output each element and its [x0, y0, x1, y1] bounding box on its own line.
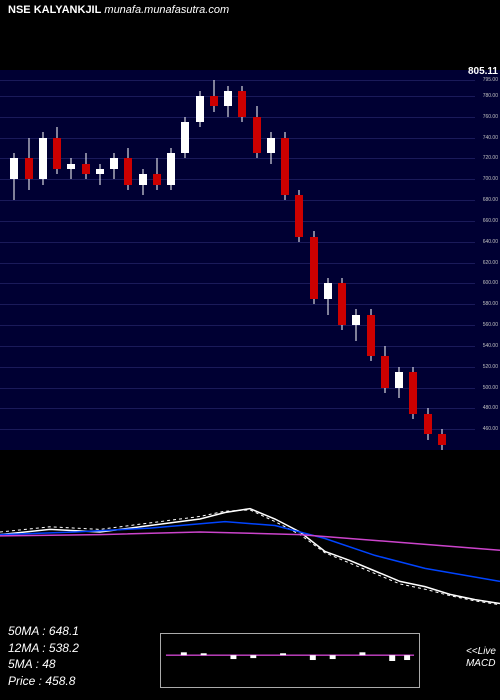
- macd-label: <<Live MACD: [466, 646, 496, 670]
- price-row: Price : 458.8: [8, 673, 79, 690]
- price-label: Price :: [8, 674, 42, 688]
- macd-label-prefix: <<Live: [466, 646, 496, 657]
- ma50-row: 50MA : 648.1: [8, 623, 79, 640]
- macd-inset: [160, 633, 420, 688]
- macd-label-suffix: MACD: [466, 658, 495, 669]
- price-chart-panel: 805.11 795.00780.00760.00740.00720.00700…: [0, 70, 500, 450]
- price-y-axis: 805.11 795.00780.00760.00740.00720.00700…: [475, 70, 500, 450]
- exchange-label: NSE: [8, 4, 31, 16]
- indicator-lines: [0, 480, 500, 610]
- ma5-value: 48: [42, 657, 55, 671]
- ma50-label: 50MA :: [8, 624, 46, 638]
- candlestick-series: [0, 70, 475, 450]
- ma5-label: 5MA :: [8, 657, 39, 671]
- source-label: munafa.munafasutra.com: [104, 4, 229, 16]
- ma12-row: 12MA : 538.2: [8, 640, 79, 657]
- ma12-label: 12MA :: [8, 641, 46, 655]
- ma50-value: 648.1: [49, 624, 79, 638]
- chart-header: NSE KALYANKJIL munafa.munafasutra.com: [0, 0, 500, 20]
- macd-chart: [161, 634, 419, 687]
- ticker-label: KALYANKJIL: [34, 4, 102, 16]
- ma12-value: 538.2: [49, 641, 79, 655]
- stats-block: 50MA : 648.1 12MA : 538.2 5MA : 48 Price…: [8, 623, 79, 690]
- ma5-row: 5MA : 48: [8, 656, 79, 673]
- price-value: 458.8: [45, 674, 75, 688]
- indicator-panel: [0, 480, 500, 610]
